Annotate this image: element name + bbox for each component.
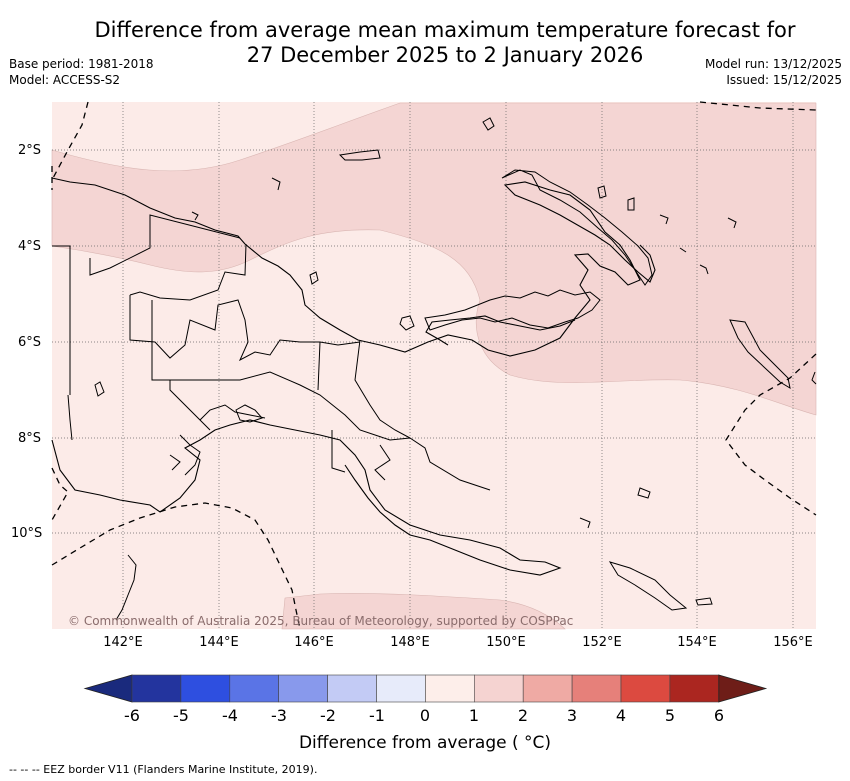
eez-south-west [51, 502, 301, 630]
lon-tick-label: 150°E [486, 635, 526, 650]
lon-tick-label: 152°E [582, 635, 622, 650]
colorbar-segment [376, 674, 426, 703]
islands [94, 117, 817, 621]
base-period: Base period: 1981-2018 [9, 57, 154, 71]
provincial-borders [52, 214, 491, 491]
lat-tick-label: 10°S [11, 526, 43, 541]
colorbar-segment [180, 674, 231, 703]
colorbar-segment [473, 674, 524, 703]
gulf-coast-detail [169, 404, 266, 476]
graticule [52, 102, 816, 629]
colorbar-segment [669, 674, 720, 703]
new-britain-island [424, 289, 601, 331]
eez-north [51, 101, 89, 181]
eez-east [725, 353, 817, 516]
colorbar-tick: -1 [369, 706, 385, 725]
model-name: Model: ACCESS-S2 [9, 73, 121, 87]
lat-tick-label: 8°S [18, 431, 42, 446]
colorbar-tick: -5 [173, 706, 189, 725]
title-line-2: 27 December 2025 to 2 January 2026 [246, 43, 644, 67]
lat-tick-label: 6°S [18, 335, 42, 350]
map-panel [51, 101, 817, 630]
colorbar-segment [620, 674, 671, 703]
colorbar-tick: -2 [320, 706, 336, 725]
colorbar-tick: 0 [419, 706, 431, 725]
eez-west [51, 467, 69, 521]
colorbar-tick: 5 [664, 706, 676, 725]
colorbar-tick: -6 [124, 706, 140, 725]
colorbar-label: Difference from average ( °C) [298, 733, 552, 753]
colorbar-tick: 3 [566, 706, 578, 725]
colorbar-segment [522, 674, 573, 703]
meta-right: Model run: 13/12/2025 Issued: 15/12/2025 [705, 56, 842, 88]
lon-tick-label: 142°E [103, 635, 143, 650]
colorbar-under-arrow [83, 674, 133, 703]
lon-tick-label: 146°E [294, 635, 334, 650]
eez-borders [51, 101, 817, 630]
new-guinea-coastline [51, 177, 656, 576]
lon-tick-label: 144°E [199, 635, 239, 650]
colorbar-segment [278, 674, 328, 703]
meta-left: Base period: 1981-2018 Model: ACCESS-S2 [9, 56, 154, 88]
colorbar-tick: 1 [468, 706, 480, 725]
colorbar-segment [131, 674, 182, 703]
copyright-notice: © Commonwealth of Australia 2025, Bureau… [68, 614, 574, 628]
map-title: Difference from average mean maximum tem… [70, 18, 820, 68]
anomaly-region-south [281, 593, 566, 630]
colorbar-tick: 2 [517, 706, 529, 725]
lat-tick-label: 4°S [18, 239, 42, 254]
colorbar-tick: 4 [615, 706, 627, 725]
colorbar-tick: -3 [271, 706, 287, 725]
model-run: Model run: 13/12/2025 [704, 57, 842, 71]
lat-tick-label: 2°S [18, 143, 42, 158]
colorbar-tick: -4 [222, 706, 238, 725]
title-line-1: Difference from average mean maximum tem… [94, 18, 796, 42]
issued-date: Issued: 15/12/2025 [726, 73, 842, 87]
anomaly-region-north [51, 102, 817, 416]
eez-north-east [699, 101, 817, 111]
colorbar-tick: 6 [713, 706, 725, 725]
colorbar-segment [571, 674, 622, 703]
lon-tick-label: 148°E [390, 635, 430, 650]
colorbar-segment [425, 674, 475, 703]
lon-tick-label: 154°E [677, 635, 717, 650]
colorbar-segment [229, 674, 280, 703]
colorbar-over-arrow [718, 674, 768, 703]
lon-tick-label: 156°E [773, 635, 813, 650]
new-ireland-island [501, 169, 653, 286]
eez-footnote: -- -- -- EEZ border V11 (Flanders Marine… [9, 763, 318, 776]
colorbar-segment [327, 674, 377, 703]
